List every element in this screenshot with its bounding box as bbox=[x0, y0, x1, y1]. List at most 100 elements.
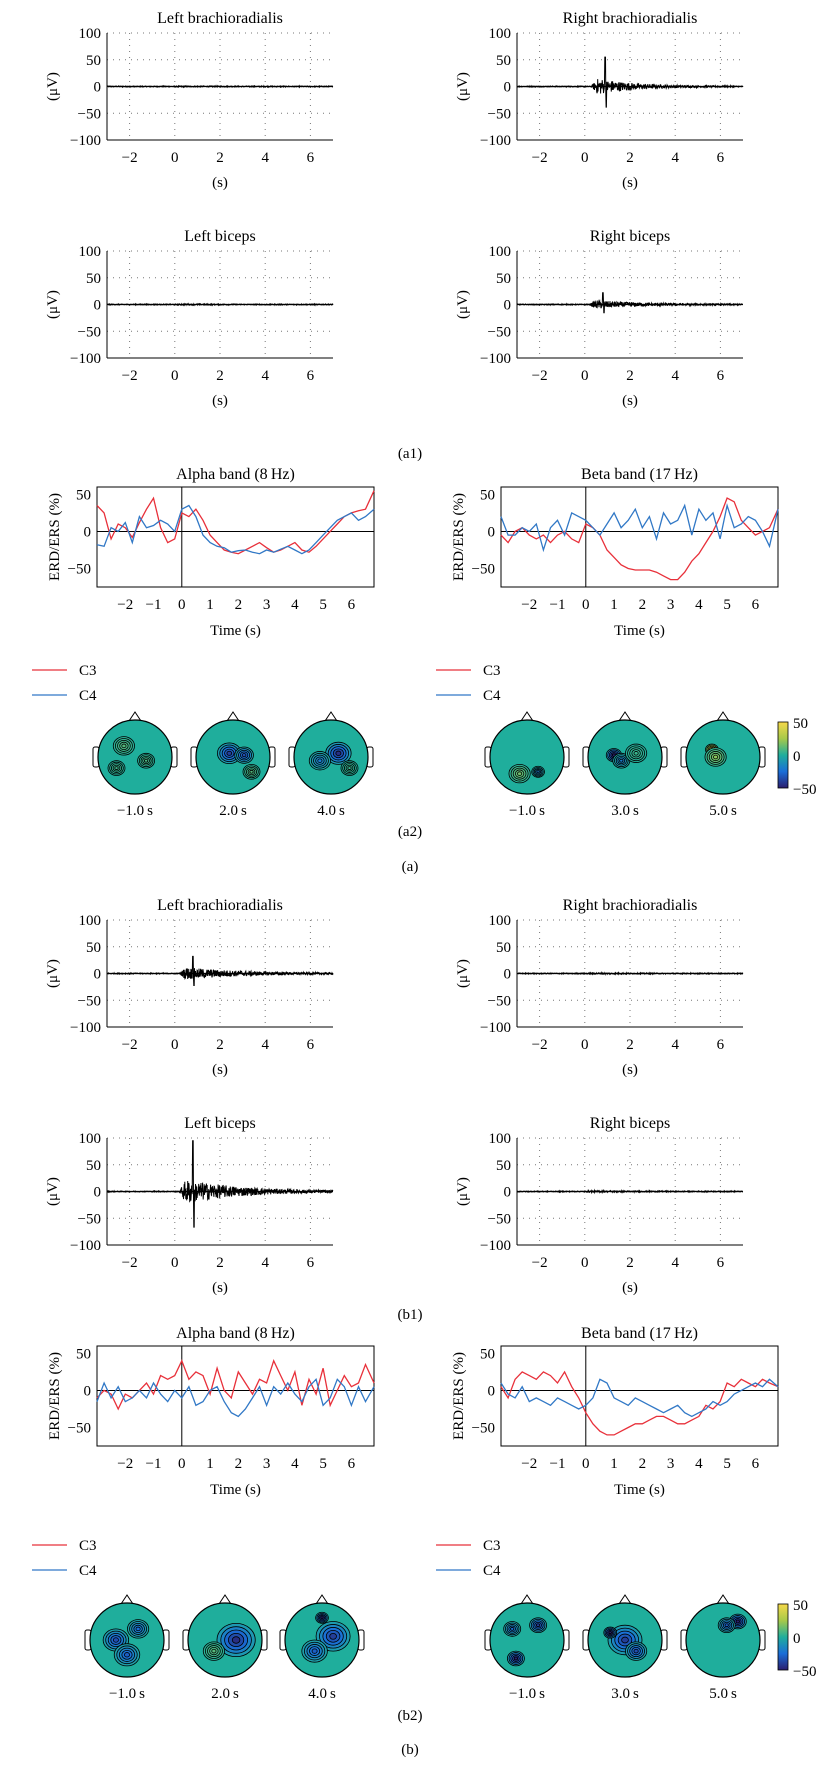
x-tick-label: 4 bbox=[261, 1037, 269, 1053]
x-tick-label: −2 bbox=[521, 1456, 537, 1472]
y-tick-label: 100 bbox=[79, 26, 102, 42]
y-axis-label: (μV) bbox=[455, 290, 471, 319]
contour bbox=[329, 1632, 337, 1640]
x-tick-label: 0 bbox=[171, 368, 179, 384]
contour bbox=[135, 1626, 141, 1632]
contour bbox=[619, 758, 624, 763]
topomap-time-label: −1.0 s bbox=[509, 803, 545, 819]
contour bbox=[143, 758, 149, 763]
contour bbox=[241, 753, 247, 758]
topomap-time-label: 2.0 s bbox=[219, 803, 247, 819]
y-tick-label: 0 bbox=[488, 524, 496, 540]
topomap-b-alpha-1: 2.0 s bbox=[182, 1594, 268, 1702]
a-emg-right-brachio: Right brachioradialis 100 50 0 −50 −100 −2 0 2 4 6… bbox=[455, 10, 744, 191]
y-tick-label: 100 bbox=[489, 26, 512, 42]
y-tick-label: −100 bbox=[70, 351, 101, 367]
topomap-a-beta-2: 5.0 s bbox=[680, 711, 766, 819]
nose bbox=[128, 711, 142, 722]
contour bbox=[335, 750, 342, 756]
y-tick-label: 100 bbox=[489, 1131, 512, 1147]
head-outline bbox=[587, 719, 663, 795]
y-tick-label: 0 bbox=[84, 1383, 92, 1399]
x-tick-label: −2 bbox=[122, 368, 138, 384]
topomap-time-label: 5.0 s bbox=[709, 803, 737, 819]
x-tick-label: 5 bbox=[723, 597, 731, 613]
y-tick-label: 0 bbox=[94, 967, 102, 983]
x-tick-label: 4 bbox=[261, 1255, 269, 1271]
b-emg-right-biceps: Right biceps 100 50 0 −50 −100 −2 0 2 4 6 (s) (μV) bbox=[455, 1115, 744, 1296]
y-tick-label: 50 bbox=[76, 487, 91, 503]
topomap-time-label: 3.0 s bbox=[611, 1686, 639, 1702]
x-tick-label: 6 bbox=[752, 1456, 760, 1472]
y-axis-label: ERD/ERS (%) bbox=[451, 493, 467, 581]
y-tick-label: 100 bbox=[79, 1131, 102, 1147]
head-outline bbox=[89, 1602, 165, 1678]
y-tick-label: 0 bbox=[504, 967, 512, 983]
y-axis-label: (μV) bbox=[455, 1177, 471, 1206]
contour bbox=[114, 766, 119, 770]
y-axis-label: (μV) bbox=[455, 959, 471, 988]
y-tick-label: 0 bbox=[94, 1185, 102, 1201]
x-axis-label: (s) bbox=[622, 393, 638, 409]
legend-label-c4: C4 bbox=[79, 688, 97, 704]
y-tick-label: −50 bbox=[488, 1211, 511, 1227]
y-tick-label: −50 bbox=[68, 1420, 91, 1436]
y-tick-label: 50 bbox=[86, 53, 101, 69]
topomap-b-beta-0: −1.0 s bbox=[484, 1594, 570, 1702]
x-tick-label: −2 bbox=[532, 368, 548, 384]
y-tick-label: −50 bbox=[68, 561, 91, 577]
colorbar-tick-label: −50 bbox=[793, 782, 816, 798]
y-tick-label: 100 bbox=[489, 244, 512, 260]
x-tick-label: 4 bbox=[261, 150, 269, 166]
y-tick-label: 50 bbox=[480, 1346, 495, 1362]
legend-label-c4: C4 bbox=[483, 1563, 501, 1579]
x-tick-label: 6 bbox=[307, 368, 315, 384]
y-tick-label: −50 bbox=[78, 1211, 101, 1227]
x-tick-label: 0 bbox=[171, 150, 179, 166]
nose bbox=[324, 711, 338, 722]
b-emg-right-brachio: Right brachioradialis 100 50 0 −50 −100 −2 0 2 4 6… bbox=[455, 897, 744, 1078]
contour bbox=[347, 766, 352, 770]
x-tick-label: 0 bbox=[582, 597, 590, 613]
b-erd-alpha: Alpha band (8 Hz) 50 0 −50 −2 −1 0 1 2 3 4 5 6 Time (… bbox=[32, 1325, 375, 1579]
emg-trace bbox=[516, 292, 743, 314]
x-tick-label: −1 bbox=[146, 597, 162, 613]
colorbar-tick-label: −50 bbox=[793, 1664, 816, 1680]
x-tick-label: 4 bbox=[671, 1037, 679, 1053]
colorbar-tick-label: 50 bbox=[793, 1598, 808, 1614]
y-tick-label: −50 bbox=[488, 324, 511, 340]
x-tick-label: 2 bbox=[626, 368, 634, 384]
x-axis-label: (s) bbox=[212, 175, 228, 191]
legend-label-c4: C4 bbox=[79, 1563, 97, 1579]
contour bbox=[633, 1648, 639, 1654]
topomap-time-label: −1.0 s bbox=[109, 1686, 145, 1702]
topomap-a-alpha-2: 4.0 s bbox=[288, 711, 374, 819]
x-tick-label: 0 bbox=[581, 150, 589, 166]
x-tick-label: 4 bbox=[291, 1456, 299, 1472]
y-tick-label: −100 bbox=[480, 1020, 511, 1036]
x-tick-label: −2 bbox=[117, 1456, 133, 1472]
topomap-a-beta-1: 3.0 s bbox=[582, 711, 668, 819]
series-c4 bbox=[500, 1378, 779, 1418]
x-axis-label: (s) bbox=[622, 1062, 638, 1078]
x-tick-label: −1 bbox=[146, 1456, 162, 1472]
x-tick-label: 4 bbox=[671, 368, 679, 384]
chart-title: Right biceps bbox=[590, 228, 670, 245]
contour bbox=[713, 754, 719, 760]
head-outline bbox=[187, 1602, 263, 1678]
contour bbox=[112, 1637, 119, 1643]
x-tick-label: 0 bbox=[581, 368, 589, 384]
y-tick-label: −50 bbox=[488, 106, 511, 122]
x-axis-label: (s) bbox=[212, 393, 228, 409]
a-erd-beta: Beta band (17 Hz) 50 0 −50 −2 −1 0 1 2 3 4 5 6 Time (… bbox=[436, 466, 779, 704]
y-tick-label: −100 bbox=[70, 1238, 101, 1254]
nose bbox=[226, 711, 240, 722]
y-tick-label: 50 bbox=[496, 53, 511, 69]
x-tick-label: 2 bbox=[216, 150, 224, 166]
x-tick-label: −2 bbox=[532, 150, 548, 166]
topomap-time-label: −1.0 s bbox=[117, 803, 153, 819]
x-tick-label: 0 bbox=[171, 1255, 179, 1271]
nose bbox=[716, 711, 730, 722]
nose bbox=[218, 1594, 232, 1605]
